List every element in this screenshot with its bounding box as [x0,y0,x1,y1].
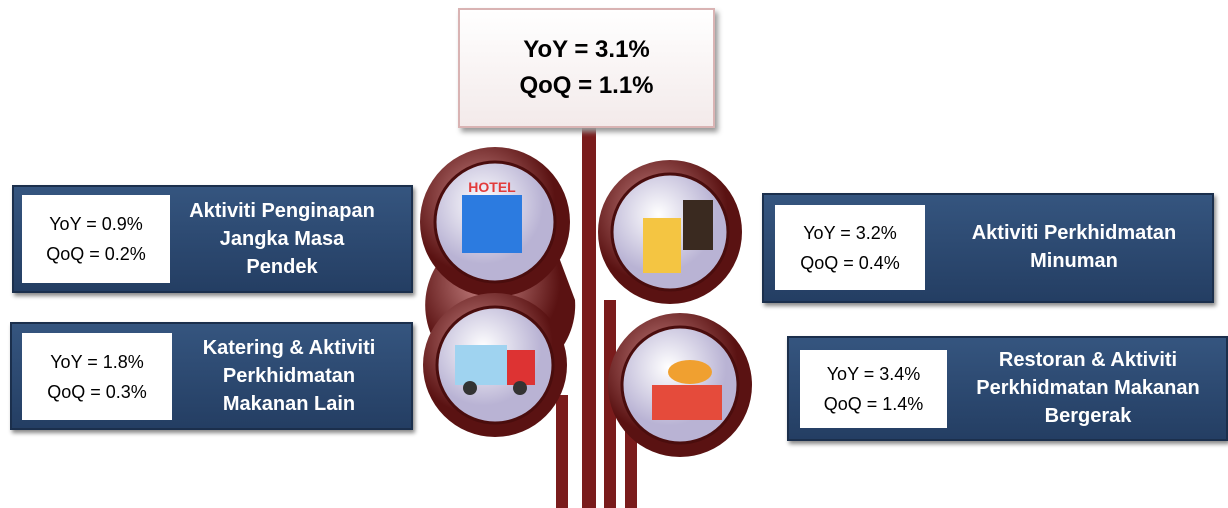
sector-label: Restoran & Aktiviti Perkhidmatan Makanan B… [950,338,1226,438]
post [625,420,637,508]
summary-yoy: YoY = 3.1% [523,36,650,63]
label-line: Pendek [246,256,318,278]
label-line: Katering & Aktiviti [202,337,376,359]
label-line: Minuman [1030,250,1118,272]
yoy: YoY = 3.2% [803,222,897,243]
svg-text:HOTEL: HOTEL [468,179,516,195]
stats-box: YoY = 1.8% QoQ = 0.3% [22,333,172,420]
stats-box: YoY = 3.4% QoQ = 1.4% [800,350,947,428]
yoy: YoY = 0.9% [49,214,143,234]
qoq: QoQ = 0.4% [800,252,900,273]
label-line: Aktiviti Perkhidmatan [971,222,1177,244]
label-line: Aktiviti Penginapan [189,200,375,222]
label-line: Bergerak [1044,405,1132,427]
label-line: Perkhidmatan [222,365,356,387]
icon-catering [423,293,567,437]
qoq: QoQ = 1.4% [823,394,924,414]
label-line: Perkhidmatan Makanan [976,377,1200,399]
icon-hotel: HOTEL [420,147,576,381]
icon-drinks [598,160,742,304]
qoq: QoQ = 0.3% [47,381,147,402]
qoq: QoQ = 0.2% [46,244,146,264]
sector-label: Aktiviti Penginapan Jangka Masa Pendek [172,188,392,290]
label-line: Makanan Lain [222,393,356,415]
stats-box: YoY = 3.2% QoQ = 0.4% [775,205,925,290]
summary-qoq: QoQ = 1.1% [519,72,654,99]
summary-sign: YoY = 3.1% QoQ = 1.1% [458,8,715,128]
label-line: Jangka Masa [219,228,345,250]
sector-label: Aktiviti Perkhidmatan Minuman [940,196,1208,298]
label-line: Restoran & Aktiviti [998,349,1178,371]
stats-box: YoY = 0.9% QoQ = 0.2% [22,195,170,283]
post [582,128,596,508]
yoy: YoY = 3.4% [826,364,921,384]
post [604,300,616,508]
yoy: YoY = 1.8% [50,351,144,372]
sector-label: Katering & Aktiviti Perkhidmatan Makanan L… [178,325,400,427]
post [556,395,568,508]
icon-food-truck [608,313,752,457]
